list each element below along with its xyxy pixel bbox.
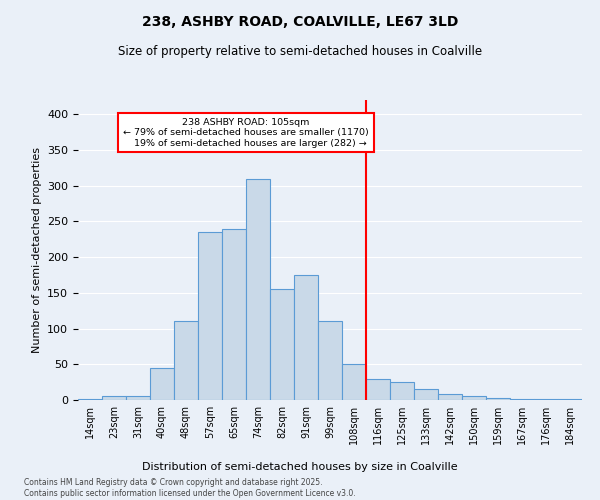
Bar [438, 394, 462, 400]
Bar [294, 275, 318, 400]
Bar [510, 398, 534, 400]
Bar [78, 398, 102, 400]
Bar [414, 390, 438, 400]
Bar [342, 364, 366, 400]
Bar [246, 178, 270, 400]
Y-axis label: Number of semi-detached properties: Number of semi-detached properties [32, 147, 41, 353]
Text: 238 ASHBY ROAD: 105sqm
← 79% of semi-detached houses are smaller (1170)
   19% o: 238 ASHBY ROAD: 105sqm ← 79% of semi-det… [123, 118, 369, 148]
Bar [318, 322, 342, 400]
Bar [270, 290, 294, 400]
Text: Contains HM Land Registry data © Crown copyright and database right 2025.
Contai: Contains HM Land Registry data © Crown c… [24, 478, 356, 498]
Bar [558, 398, 582, 400]
Bar [198, 232, 222, 400]
Text: Size of property relative to semi-detached houses in Coalville: Size of property relative to semi-detach… [118, 45, 482, 58]
Bar [486, 398, 510, 400]
Text: Distribution of semi-detached houses by size in Coalville: Distribution of semi-detached houses by … [142, 462, 458, 472]
Bar [390, 382, 414, 400]
Bar [534, 398, 558, 400]
Bar [366, 378, 390, 400]
Bar [150, 368, 174, 400]
Text: 238, ASHBY ROAD, COALVILLE, LE67 3LD: 238, ASHBY ROAD, COALVILLE, LE67 3LD [142, 15, 458, 29]
Bar [102, 396, 126, 400]
Bar [126, 396, 150, 400]
Bar [174, 322, 198, 400]
Bar [462, 396, 486, 400]
Bar [222, 228, 246, 400]
